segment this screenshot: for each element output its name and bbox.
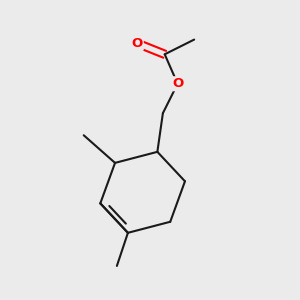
Text: O: O bbox=[131, 37, 143, 50]
Text: O: O bbox=[172, 77, 183, 90]
